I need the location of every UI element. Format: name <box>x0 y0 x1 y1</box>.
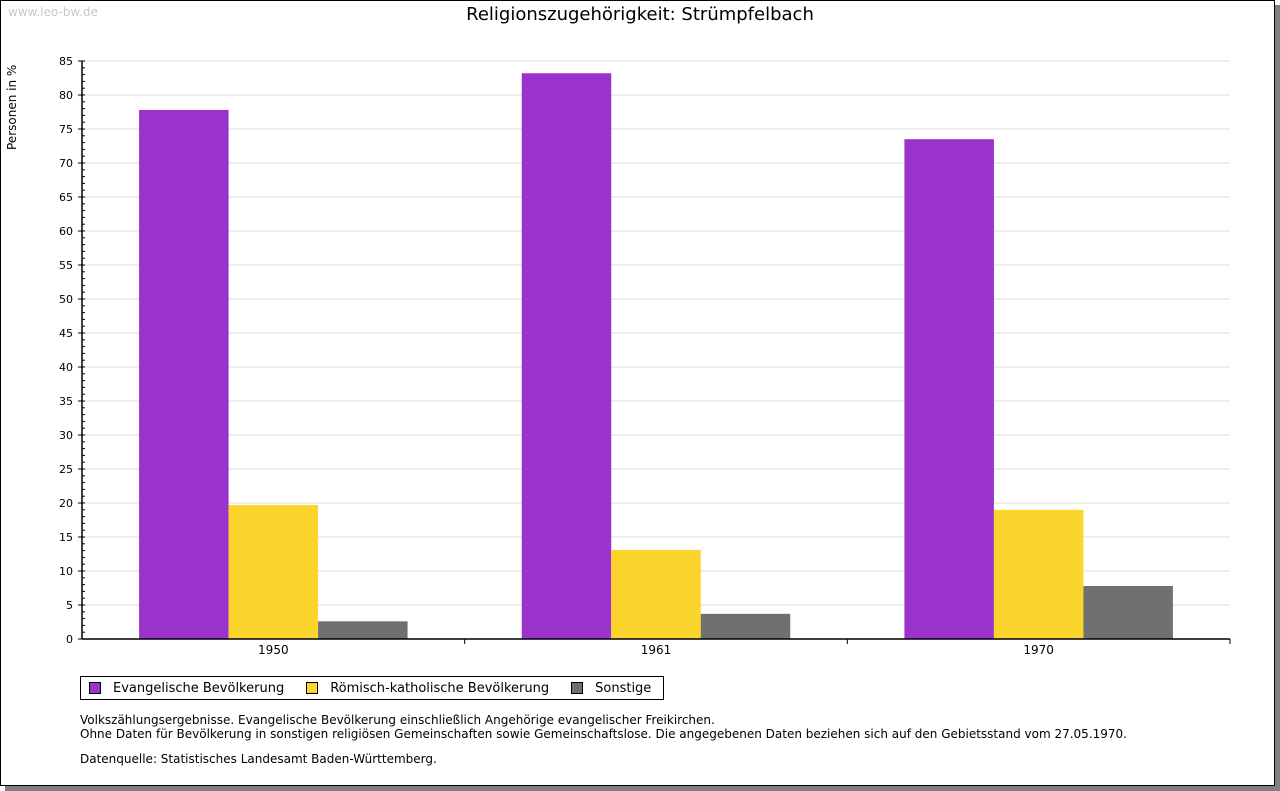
y-tick-label: 65 <box>59 191 73 204</box>
y-tick-label: 40 <box>59 361 73 374</box>
y-tick-label: 25 <box>59 463 73 476</box>
legend-swatch <box>571 682 584 694</box>
y-tick-label: 55 <box>59 259 73 272</box>
legend-label: Evangelische Bevölkerung <box>113 680 285 696</box>
legend-label: Sonstige <box>595 680 652 696</box>
chart-notes: Volkszählungsergebnisse. Evangelische Be… <box>80 713 1127 741</box>
legend-swatch <box>89 682 101 694</box>
y-tick-label: 0 <box>66 633 73 646</box>
chart-title: Religionszugehörigkeit: Strümpfelbach <box>466 4 814 25</box>
bar-sonstige-1970 <box>1083 585 1173 639</box>
legend-item: Evangelische Bevölkerung <box>89 681 284 696</box>
y-tick-label: 80 <box>59 89 73 102</box>
legend-label: Römisch-katholische Bevölkerung <box>330 680 550 696</box>
note-line: Ohne Daten für Bevölkerung in sonstigen … <box>80 727 1127 741</box>
y-tick-label: 50 <box>59 293 73 306</box>
bar-sonstige-1950 <box>318 621 408 639</box>
legend-item: Sonstige <box>571 681 651 696</box>
y-tick-label: 85 <box>59 55 73 68</box>
y-tick-label: 20 <box>59 497 73 510</box>
y-tick-label: 5 <box>66 599 73 612</box>
y-tick-label: 15 <box>59 531 73 544</box>
y-tick-label: 30 <box>59 429 73 442</box>
bar-evangelische-1950 <box>139 109 229 639</box>
legend: Evangelische Bevölkerung Römisch-katholis… <box>80 676 665 700</box>
x-tick-label: 1961 <box>641 643 672 657</box>
data-source: Datenquelle: Statistisches Landesamt Bad… <box>80 752 437 766</box>
y-tick-label: 10 <box>59 565 73 578</box>
bar-römisch-katholische-1970 <box>993 509 1084 639</box>
y-tick-label: 75 <box>59 123 73 136</box>
bar-römisch-katholische-1961 <box>611 549 701 639</box>
note-line: Volkszählungsergebnisse. Evangelische Be… <box>80 713 715 727</box>
x-tick-label: 1950 <box>258 643 289 657</box>
watermark: www.leo-bw.de <box>8 5 98 19</box>
bar-evangelische-1970 <box>904 139 994 639</box>
bar-evangelische-1961 <box>521 73 612 640</box>
legend-swatch <box>306 682 319 694</box>
y-tick-label: 60 <box>59 225 73 238</box>
legend-item: Römisch-katholische Bevölkerung <box>306 681 549 696</box>
x-tick-label: 1970 <box>1023 643 1054 657</box>
y-tick-label: 45 <box>59 327 73 340</box>
bar-sonstige-1961 <box>700 613 791 639</box>
bar-römisch-katholische-1950 <box>228 505 319 639</box>
y-tick-label: 70 <box>59 157 73 170</box>
y-tick-label: 35 <box>59 395 73 408</box>
